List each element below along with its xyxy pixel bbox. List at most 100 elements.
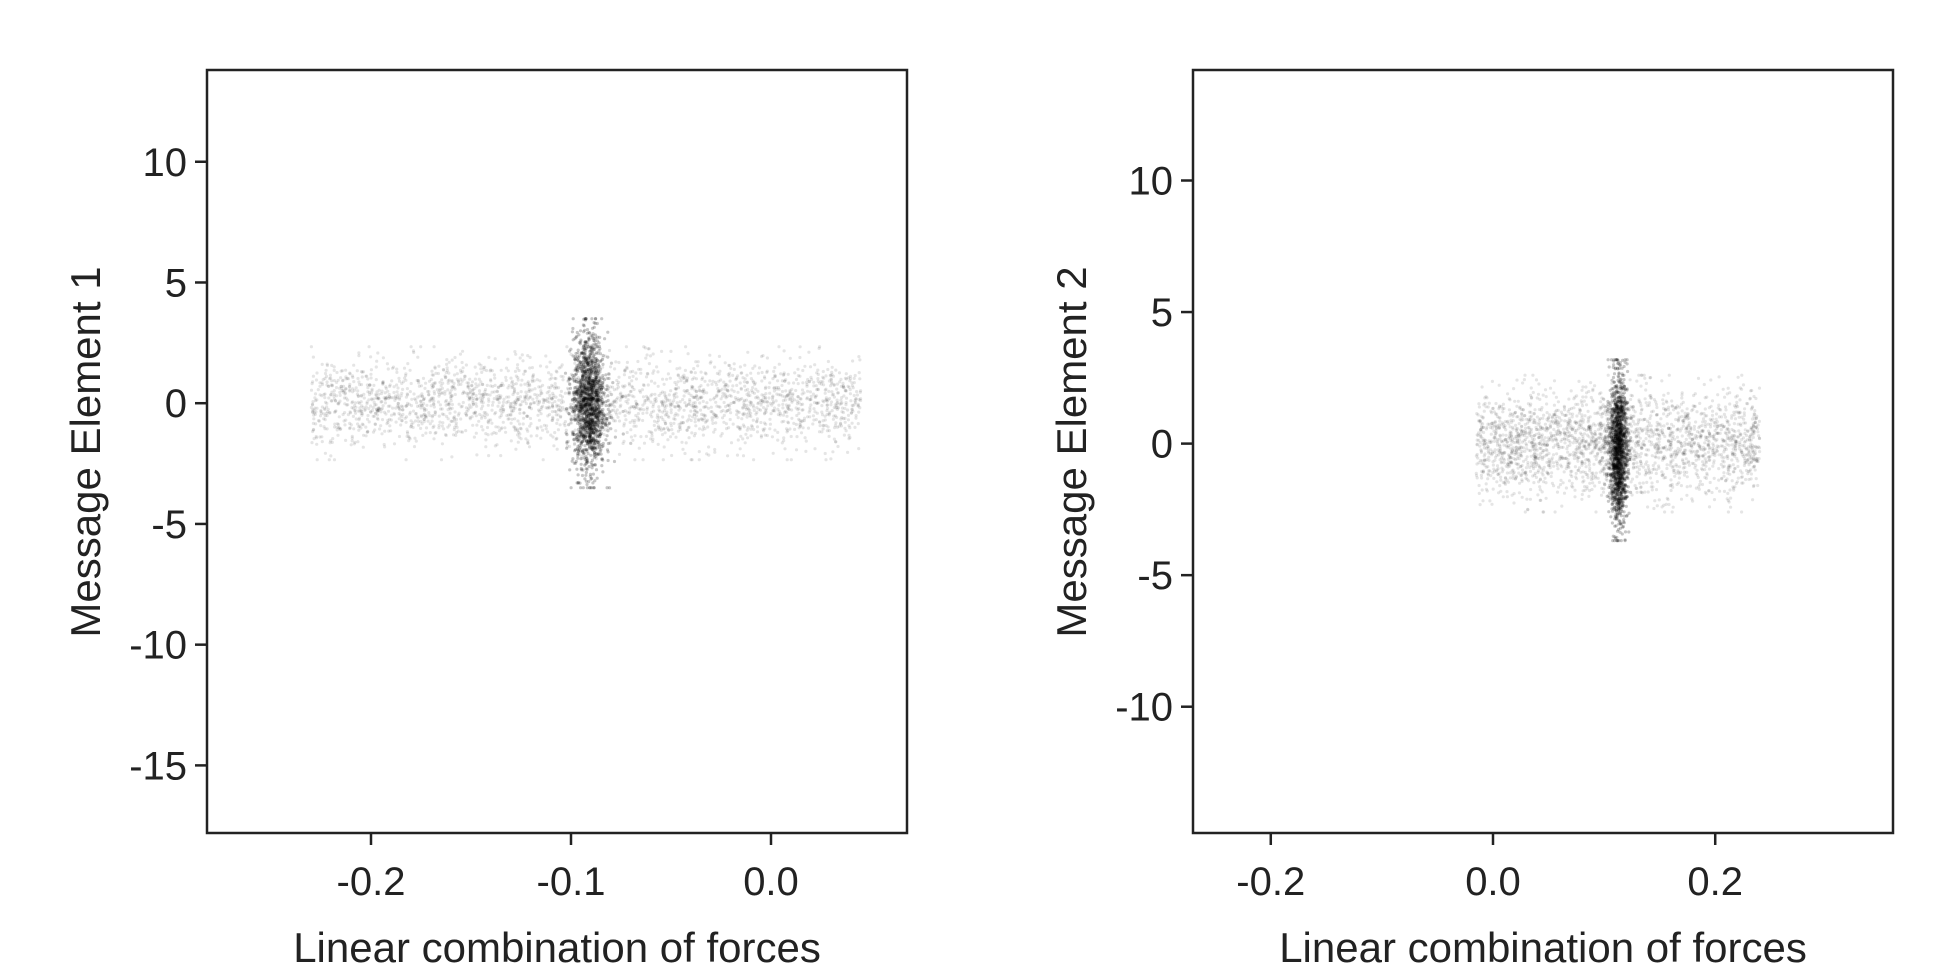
- panel-1-series-2-point: [606, 450, 610, 454]
- panel-1-series-1-point: [470, 415, 474, 419]
- panel-1-series-1-point: [629, 441, 633, 445]
- panel-1-series-1-point: [802, 391, 806, 395]
- panel-1-series-1-point: [359, 393, 363, 398]
- panel-1-series-1-point: [462, 377, 466, 381]
- panel-1-series-2-point: [598, 410, 603, 414]
- panel-1-series-1-point: [559, 374, 563, 378]
- panel-1-series-1-point: [352, 388, 357, 392]
- panel-1-series-2-point: [591, 366, 595, 370]
- panel-1-series-1-point: [357, 416, 361, 420]
- panel-1-series-1-point: [673, 417, 677, 421]
- panel-1-series-1-point: [630, 394, 634, 398]
- panel-2-series-1-point: [1544, 496, 1548, 500]
- panel-1-series-1-point: [780, 441, 784, 445]
- panel-1-series-1-point: [692, 376, 696, 380]
- panel-1-series-1-point: [320, 440, 324, 444]
- panel-1-series-1-point: [723, 361, 727, 365]
- panel-1-series-1-point: [643, 399, 647, 403]
- panel-1-series-2-point: [591, 350, 595, 354]
- panel-1-series-1-point: [473, 377, 477, 381]
- panel-1-series-1-point: [519, 427, 523, 431]
- panel-1-series-2-point: [587, 444, 592, 448]
- panel-1-series-1-point: [797, 417, 801, 421]
- panel-1-series-1-point: [412, 445, 417, 449]
- panel-1-series-1-point: [545, 391, 549, 395]
- panel-1-series-1-point: [760, 370, 764, 375]
- panel-1-series-1-point: [731, 384, 735, 388]
- panel-1-series-1-point: [453, 355, 457, 360]
- panel-1-series-1-point: [385, 422, 389, 426]
- panel-1-series-1-point: [433, 381, 437, 385]
- panel-1-series-1-point: [611, 416, 615, 421]
- panel-1-series-2-point: [590, 417, 594, 421]
- panel-2-series-1-point: [1505, 490, 1509, 494]
- panel-1-series-1-point: [816, 379, 820, 383]
- panel-1-series-1-point: [430, 369, 434, 373]
- panel-1-series-1-point: [644, 356, 648, 360]
- panel-1-series-1-point: [693, 420, 697, 424]
- panel-2-series-1-point: [1557, 485, 1561, 489]
- panel-1-series-1-point: [516, 363, 520, 367]
- panel-1-series-1-point: [380, 418, 385, 422]
- panel-1-series-1-point: [414, 411, 418, 416]
- panel-1-series-1-point: [856, 402, 860, 406]
- panel-1-series-2-point: [582, 398, 586, 402]
- panel-1-series-1-point: [350, 401, 354, 405]
- panel-1-series-1-point: [444, 433, 448, 437]
- panel-1-series-2-point: [594, 455, 598, 459]
- panel-2-series-1-point: [1484, 482, 1488, 486]
- panel-1-series-1-point: [718, 369, 722, 373]
- panel-2-series-1-point: [1480, 462, 1484, 466]
- panel-1-series-1-point: [822, 424, 826, 428]
- panel-1-series-1-point: [332, 397, 336, 401]
- panel-1-series-1-point: [507, 384, 511, 388]
- panel-1-series-1-point: [589, 403, 593, 407]
- panel-1-series-1-point: [710, 382, 714, 386]
- panel-1-series-1-point: [352, 442, 356, 446]
- panel-2-series-1-point: [1658, 422, 1662, 426]
- panel-1-series-1-point: [664, 422, 668, 426]
- panel-1-series-1-point: [774, 385, 779, 390]
- panel-1-series-2-point: [613, 435, 618, 439]
- panel-1-series-1-point: [756, 371, 761, 375]
- panel-1-series-1-point: [658, 426, 663, 430]
- panel-1-series-1-point: [692, 413, 697, 417]
- panel-1-series-1-point: [818, 345, 822, 349]
- panel-1-series-2-point: [595, 373, 600, 377]
- panel-1-series-1-point: [421, 433, 425, 437]
- panel-1-series-1-point: [811, 422, 815, 426]
- panel-1-series-1-point: [841, 385, 845, 390]
- panel-1-series-1-point: [379, 424, 383, 428]
- panel-1-series-2-point: [591, 472, 596, 476]
- panel-1-series-1-point: [450, 380, 454, 384]
- panel-1-series-1-point: [501, 409, 505, 413]
- panel-1-series-1-point: [380, 400, 384, 404]
- panel-1-series-1-point: [369, 391, 373, 395]
- panel-1-series-2-point: [584, 470, 589, 474]
- panel-1-series-1-point: [815, 401, 819, 405]
- panel-2-series-1-point: [1514, 423, 1518, 427]
- panel-1-series-1-point: [480, 398, 485, 402]
- panel-1-series-1-point: [795, 402, 800, 406]
- panel-1-series-2-point: [600, 457, 605, 461]
- panel-1-series-1-point: [490, 432, 494, 436]
- panel-2-series-1-point: [1498, 416, 1502, 420]
- panel-1-series-1-point: [854, 416, 858, 420]
- panel-1-series-2-point: [595, 358, 599, 362]
- panel-1-series-1-point: [446, 388, 450, 392]
- panel-2-series-1-point: [1728, 391, 1732, 395]
- panel-2-series-1-point: [1523, 373, 1527, 377]
- panel-1-series-1-point: [356, 376, 360, 381]
- panel-1-series-1-point: [329, 393, 333, 397]
- panel-1-series-1-point: [790, 416, 794, 420]
- panel-1-series-1-point: [683, 401, 687, 405]
- panel-2-series-1-point: [1669, 488, 1673, 493]
- panel-1-series-2-point: [602, 413, 606, 417]
- panel-1-series-1-point: [770, 403, 774, 407]
- panel-1-series-1-point: [726, 454, 730, 458]
- panel-1-series-2-point: [606, 458, 610, 463]
- panel-1-series-1-point: [702, 391, 706, 395]
- panel-1-series-1-point: [493, 444, 497, 448]
- panel-1-series-1-point: [393, 394, 398, 398]
- panel-1-series-1-point: [755, 420, 759, 424]
